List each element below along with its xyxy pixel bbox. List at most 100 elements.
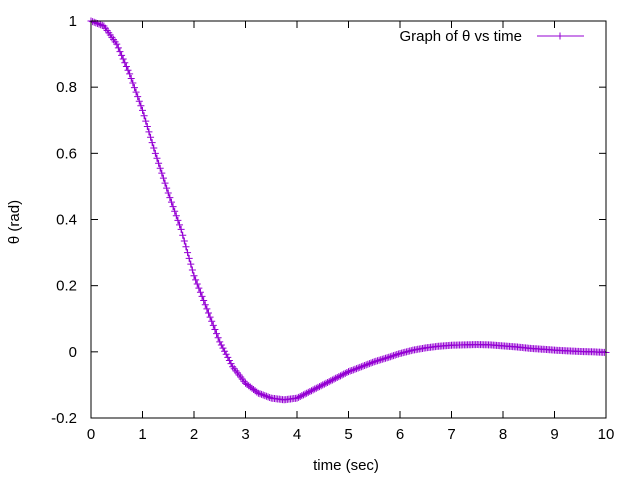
data-point-marker	[132, 88, 140, 96]
y-tick-label: 0.6	[56, 145, 77, 162]
data-point-marker	[114, 44, 122, 52]
data-point-marker	[332, 374, 340, 382]
data-point-marker	[201, 301, 209, 309]
data-point-marker	[227, 360, 235, 368]
data-point-marker	[134, 93, 142, 101]
data-point-marker	[394, 350, 402, 358]
data-point-marker	[311, 385, 319, 393]
data-point-marker	[190, 272, 198, 280]
data-point-marker	[264, 393, 272, 401]
data-point-marker	[116, 48, 124, 56]
data-point-marker	[135, 97, 143, 105]
data-point-marker	[225, 357, 233, 365]
data-point-marker	[153, 154, 161, 162]
data-point-marker	[176, 221, 184, 229]
data-point-marker	[211, 326, 219, 333]
x-tick-label: 10	[598, 426, 615, 443]
data-point-marker	[333, 373, 341, 381]
data-point-marker	[118, 51, 126, 59]
data-point-marker	[224, 353, 232, 361]
y-tick-label: 0	[69, 344, 77, 361]
data-point-marker	[261, 392, 269, 400]
data-point-marker	[309, 386, 317, 394]
data-point-marker	[119, 55, 127, 63]
data-point-marker	[95, 20, 103, 28]
data-point-marker	[187, 260, 195, 268]
data-point-marker	[393, 351, 401, 359]
data-point-marker	[185, 254, 193, 262]
legend-marker	[556, 32, 564, 40]
data-point-marker	[356, 363, 364, 371]
data-point-marker	[163, 184, 171, 192]
data-point-marker	[296, 393, 304, 400]
x-tick-label: 8	[499, 426, 507, 443]
data-point-marker	[361, 361, 369, 369]
data-point-marker	[385, 353, 393, 361]
data-point-marker	[208, 317, 216, 325]
data-point-marker	[349, 366, 357, 374]
data-point-marker	[256, 390, 264, 398]
data-point-marker	[341, 369, 349, 377]
data-point-marker	[200, 297, 208, 305]
data-point-marker	[184, 249, 192, 257]
data-point-marker	[90, 18, 98, 26]
data-point-marker	[386, 353, 394, 361]
x-tick-label: 3	[241, 426, 249, 443]
series-markers	[87, 17, 610, 404]
data-point-marker	[222, 350, 230, 358]
plot-frame	[90, 20, 607, 419]
data-point-marker	[367, 359, 375, 367]
data-point-marker	[171, 207, 179, 215]
data-point-marker	[188, 266, 196, 274]
data-point-marker	[121, 59, 129, 67]
data-point-marker	[351, 365, 359, 373]
data-point-marker	[113, 40, 121, 48]
data-point-marker	[89, 18, 97, 26]
data-point-marker	[324, 378, 332, 386]
data-point-marker	[147, 133, 155, 141]
data-point-marker	[317, 382, 325, 390]
data-point-marker	[338, 371, 346, 379]
data-point-marker	[343, 369, 351, 377]
x-tick-label: 4	[293, 426, 301, 443]
data-point-marker	[306, 388, 314, 396]
x-tick-label: 2	[190, 426, 198, 443]
data-point-marker	[325, 378, 333, 386]
data-point-marker	[335, 373, 343, 381]
data-point-marker	[137, 102, 145, 110]
legend: Graph of θ vs time	[399, 28, 584, 45]
data-point-marker	[303, 389, 311, 397]
data-point-marker	[193, 280, 201, 288]
y-tick-label: 1	[69, 13, 77, 30]
data-point-marker	[293, 394, 301, 402]
data-point-marker	[312, 384, 320, 392]
data-point-marker	[164, 189, 172, 197]
data-point-marker	[196, 288, 204, 296]
data-point-marker	[354, 364, 362, 372]
data-point-marker	[295, 393, 303, 401]
x-tick-label: 7	[447, 426, 455, 443]
data-point-marker	[345, 368, 352, 376]
y-tick-label: 0.4	[56, 212, 77, 229]
data-point-marker	[148, 139, 156, 147]
x-tick-label: 1	[138, 426, 146, 443]
data-point-marker	[179, 231, 187, 239]
data-point-marker	[124, 66, 132, 74]
data-point-marker	[142, 117, 150, 125]
data-point-marker	[195, 284, 203, 292]
y-tick-label: -0.2	[51, 410, 77, 427]
data-point-marker	[150, 144, 158, 152]
y-tick-label: 0.8	[56, 79, 77, 96]
data-point-marker	[217, 341, 225, 349]
data-point-marker	[151, 149, 159, 157]
data-point-marker	[304, 388, 312, 396]
data-point-marker	[126, 70, 134, 78]
y-axis-label: θ (rad)	[6, 200, 23, 244]
data-point-marker	[98, 21, 106, 29]
x-tick-label: 5	[344, 426, 352, 443]
data-point-marker	[316, 383, 324, 391]
data-point-marker	[169, 203, 177, 211]
data-point-marker	[340, 370, 348, 378]
data-point-marker	[322, 379, 330, 387]
